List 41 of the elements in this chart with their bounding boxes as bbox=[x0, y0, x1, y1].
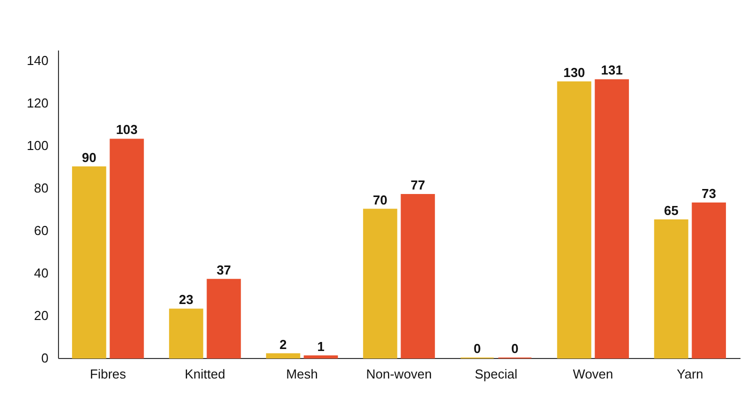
data-label: 70 bbox=[372, 192, 388, 208]
x-tick-label: Special bbox=[474, 366, 518, 382]
data-label: 37 bbox=[216, 262, 232, 278]
x-tick-label: Non-woven bbox=[366, 366, 432, 382]
bar bbox=[169, 308, 204, 358]
bar bbox=[266, 353, 300, 358]
bar bbox=[304, 355, 338, 358]
data-label: 1 bbox=[317, 338, 324, 354]
data-label: 65 bbox=[664, 202, 678, 218]
y-tick-label: 100 bbox=[26, 138, 48, 154]
y-tick-label: 140 bbox=[26, 53, 48, 68]
y-tick-label: 120 bbox=[26, 96, 48, 111]
bar bbox=[654, 219, 688, 358]
bar bbox=[206, 278, 241, 358]
y-tick-label: 0 bbox=[41, 350, 48, 366]
bar bbox=[363, 208, 398, 358]
x-tick-label: Yarn bbox=[676, 366, 704, 382]
x-tick-label: Woven bbox=[572, 366, 614, 382]
y-tick-label: 60 bbox=[34, 223, 48, 238]
data-label: 23 bbox=[178, 292, 194, 308]
bar bbox=[400, 194, 435, 358]
x-tick-label: Knitted bbox=[184, 366, 226, 382]
bar bbox=[557, 81, 592, 358]
bar bbox=[110, 138, 144, 358]
bar bbox=[594, 79, 629, 358]
data-label: 73 bbox=[702, 186, 716, 201]
y-tick-label: 80 bbox=[34, 180, 48, 196]
bar bbox=[692, 202, 726, 358]
data-label: 131 bbox=[601, 62, 623, 78]
x-tick-label: Fibres bbox=[90, 366, 127, 382]
data-label: 130 bbox=[563, 64, 586, 80]
x-tick-label: Mesh bbox=[286, 366, 318, 382]
y-tick-label: 20 bbox=[34, 308, 48, 324]
data-label: 90 bbox=[82, 150, 96, 165]
data-label: 2 bbox=[280, 336, 287, 352]
data-label: 0 bbox=[511, 341, 518, 356]
data-label: 103 bbox=[116, 122, 138, 138]
bar bbox=[72, 166, 106, 358]
y-tick-label: 40 bbox=[34, 266, 48, 281]
data-label: 0 bbox=[474, 341, 481, 356]
data-label: 77 bbox=[410, 177, 426, 192]
